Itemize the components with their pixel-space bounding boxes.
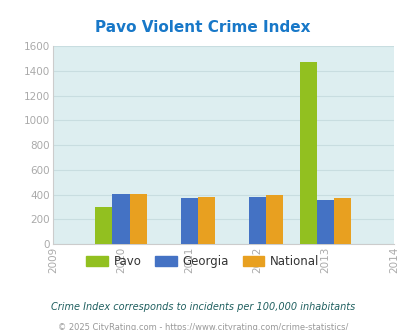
Bar	[265, 195, 282, 244]
Bar	[299, 62, 316, 244]
Bar	[95, 207, 112, 244]
Bar	[316, 200, 333, 244]
Text: Crime Index corresponds to incidents per 100,000 inhabitants: Crime Index corresponds to incidents per…	[51, 302, 354, 312]
Bar	[180, 198, 197, 244]
Legend: Pavo, Georgia, National: Pavo, Georgia, National	[81, 250, 324, 273]
Bar	[112, 194, 129, 244]
Bar	[333, 198, 350, 244]
Text: © 2025 CityRating.com - https://www.cityrating.com/crime-statistics/: © 2025 CityRating.com - https://www.city…	[58, 323, 347, 330]
Bar	[197, 197, 214, 244]
Bar	[248, 197, 265, 244]
Text: Pavo Violent Crime Index: Pavo Violent Crime Index	[95, 20, 310, 35]
Bar	[129, 194, 146, 244]
